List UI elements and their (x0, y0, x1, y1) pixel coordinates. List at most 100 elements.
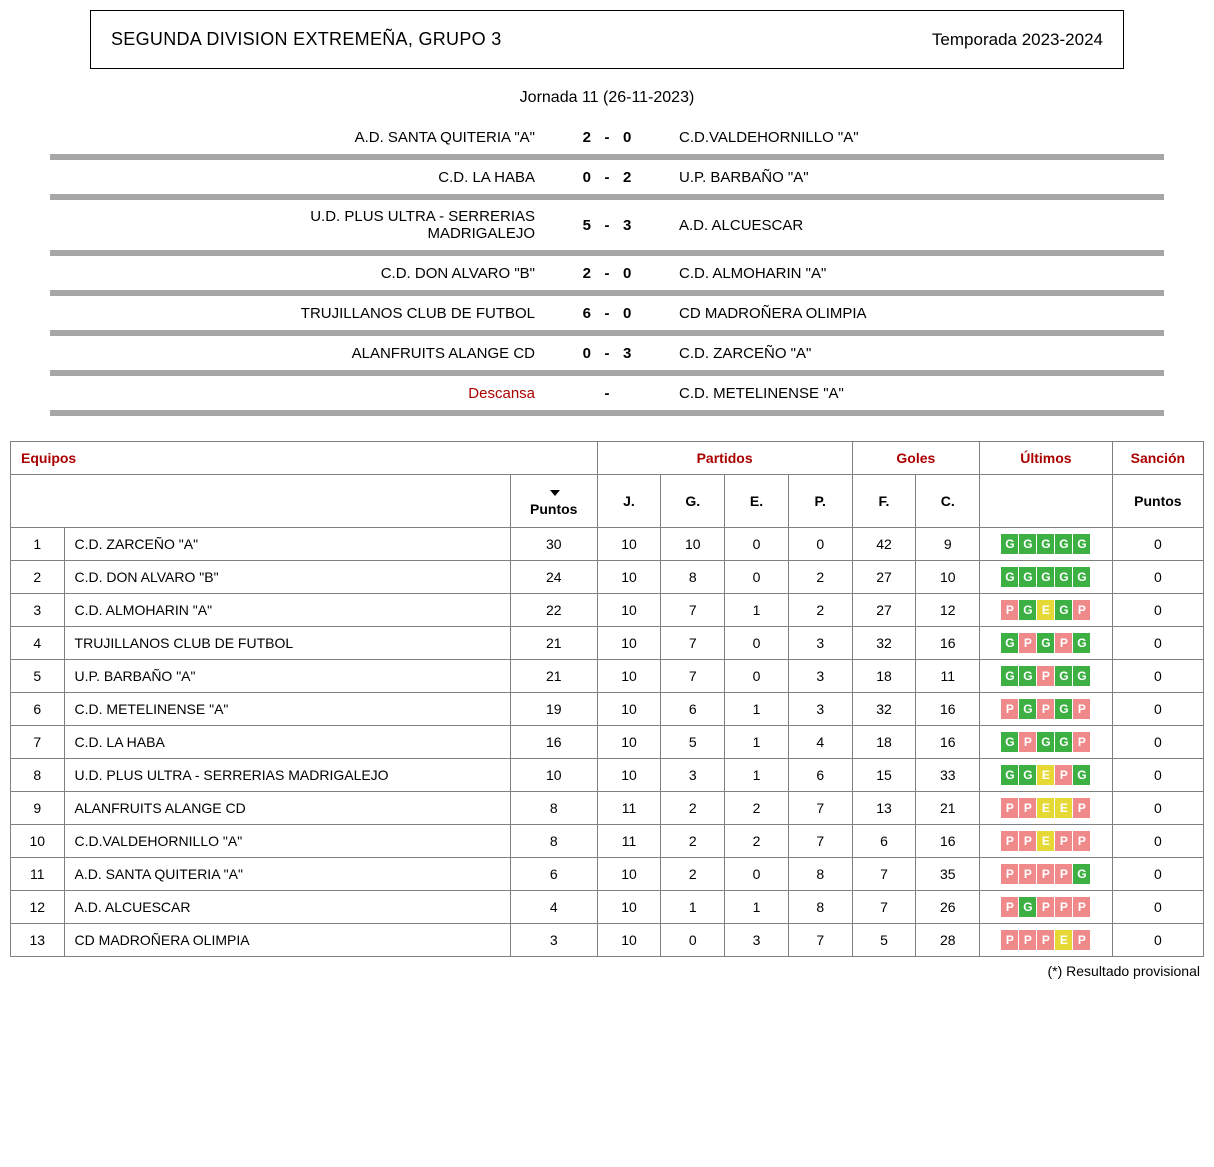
cell-san: 0 (1112, 759, 1203, 792)
form-badge-g: G (1037, 567, 1054, 587)
form-badge-g: G (1073, 567, 1090, 587)
match-away-team: CD MADROÑERA OLIMPIA (669, 305, 1164, 322)
standings-row: 2C.D. DON ALVARO "B"24108022710GGGGG0 (11, 561, 1204, 594)
form-badge-p: P (1037, 699, 1054, 719)
cell-san: 0 (1112, 825, 1203, 858)
rest-team: C.D. METELINENSE "A" (669, 385, 1164, 402)
cell-team: C.D. ALMOHARIN "A" (64, 594, 510, 627)
cell-team: C.D. DON ALVARO "B" (64, 561, 510, 594)
match-away-team: A.D. ALCUESCAR (669, 217, 1164, 234)
cell-f: 15 (852, 759, 916, 792)
form-badge-g: G (1055, 567, 1072, 587)
match-dash: - (597, 169, 617, 186)
cell-pos: 2 (11, 561, 65, 594)
match-away-team: C.D. ZARCEÑO "A" (669, 345, 1164, 362)
cell-e: 1 (725, 693, 789, 726)
form-badges: GGGGG (982, 534, 1110, 554)
form-badge-p: P (1001, 699, 1018, 719)
form-badge-p: P (1055, 864, 1072, 884)
cell-c: 21 (916, 792, 980, 825)
cell-pos: 5 (11, 660, 65, 693)
match-home-team: ALANFRUITS ALANGE CD (50, 345, 545, 362)
form-badge-p: P (1073, 798, 1090, 818)
match-divider (50, 154, 1164, 160)
cell-g: 10 (661, 528, 725, 561)
cell-e: 1 (725, 759, 789, 792)
match-divider (50, 410, 1164, 416)
form-badge-p: P (1001, 600, 1018, 620)
form-badge-g: G (1055, 666, 1072, 686)
form-badge-e: E (1037, 798, 1054, 818)
standings-row: 13CD MADROÑERA OLIMPIA310037528PPPEP0 (11, 924, 1204, 957)
competition-title: SEGUNDA DIVISION EXTREMEÑA, GRUPO 3 (111, 29, 502, 50)
cell-pts: 19 (510, 693, 597, 726)
form-badges: PPPEP (982, 930, 1110, 950)
match-home-team: U.D. PLUS ULTRA - SERRERIAS MADRIGALEJO (225, 208, 545, 242)
cell-e: 2 (725, 825, 789, 858)
cell-p: 7 (788, 924, 852, 957)
cell-e: 0 (725, 858, 789, 891)
cell-pts: 4 (510, 891, 597, 924)
standings-row: 7C.D. LA HABA16105141816GPGGP0 (11, 726, 1204, 759)
cell-f: 6 (852, 825, 916, 858)
cell-p: 7 (788, 792, 852, 825)
form-badge-e: E (1037, 765, 1054, 785)
match-dash: - (597, 217, 617, 234)
form-badge-p: P (1073, 930, 1090, 950)
form-badge-p: P (1055, 633, 1072, 653)
cell-j: 10 (597, 594, 661, 627)
cell-c: 10 (916, 561, 980, 594)
header-sancion: Sanción (1112, 442, 1203, 475)
form-badges: GPGGP (982, 732, 1110, 752)
form-badges: PPPPG (982, 864, 1110, 884)
match-home-score: 2 (551, 129, 591, 146)
cell-g: 0 (661, 924, 725, 957)
cell-pts: 6 (510, 858, 597, 891)
cell-pos: 9 (11, 792, 65, 825)
cell-g: 2 (661, 825, 725, 858)
subheader-puntos[interactable]: Puntos (510, 475, 597, 528)
cell-pos: 10 (11, 825, 65, 858)
cell-san: 0 (1112, 627, 1203, 660)
match-divider (50, 250, 1164, 256)
cell-team: C.D.VALDEHORNILLO "A" (64, 825, 510, 858)
standings-row: 8U.D. PLUS ULTRA - SERRERIAS MADRIGALEJO… (11, 759, 1204, 792)
cell-pos: 8 (11, 759, 65, 792)
cell-p: 3 (788, 660, 852, 693)
form-badge-p: P (1001, 798, 1018, 818)
form-badge-p: P (1037, 864, 1054, 884)
cell-pts: 22 (510, 594, 597, 627)
puntos-label: Puntos (530, 501, 577, 517)
cell-pts: 16 (510, 726, 597, 759)
cell-p: 2 (788, 561, 852, 594)
form-badge-g: G (1001, 567, 1018, 587)
subheader-e: E. (725, 475, 789, 528)
subheader-c: C. (916, 475, 980, 528)
match-divider (50, 290, 1164, 296)
cell-c: 9 (916, 528, 980, 561)
cell-form: PGPGP (980, 693, 1113, 726)
subheader-f: F. (852, 475, 916, 528)
cell-f: 18 (852, 660, 916, 693)
form-badge-g: G (1037, 732, 1054, 752)
cell-pts: 21 (510, 660, 597, 693)
cell-g: 2 (661, 858, 725, 891)
subheader-p: P. (788, 475, 852, 528)
cell-c: 16 (916, 693, 980, 726)
cell-c: 35 (916, 858, 980, 891)
cell-team: C.D. LA HABA (64, 726, 510, 759)
match-row-rest: Descansa-C.D. METELINENSE "A" (50, 378, 1164, 408)
cell-c: 33 (916, 759, 980, 792)
cell-san: 0 (1112, 594, 1203, 627)
cell-team: A.D. ALCUESCAR (64, 891, 510, 924)
cell-pos: 11 (11, 858, 65, 891)
cell-pos: 12 (11, 891, 65, 924)
cell-j: 10 (597, 561, 661, 594)
cell-f: 32 (852, 627, 916, 660)
cell-form: PGPPP (980, 891, 1113, 924)
match-home-score: 0 (551, 169, 591, 186)
cell-c: 28 (916, 924, 980, 957)
cell-form: GPGPG (980, 627, 1113, 660)
match-row: TRUJILLANOS CLUB DE FUTBOL6-0CD MADROÑER… (50, 298, 1164, 328)
match-divider (50, 330, 1164, 336)
